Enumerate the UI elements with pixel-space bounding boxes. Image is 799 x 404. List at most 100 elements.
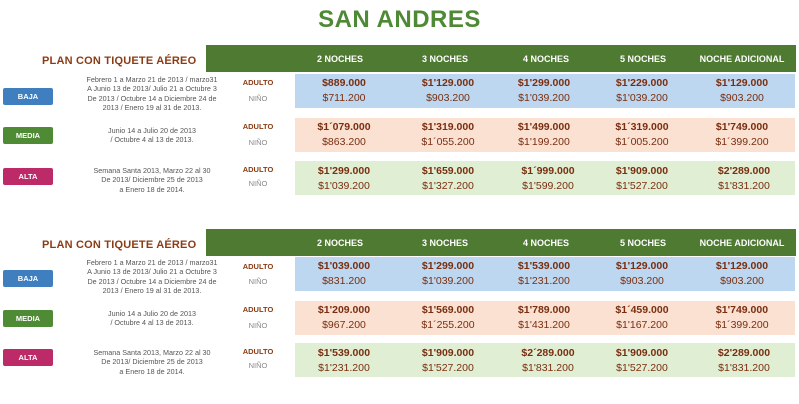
column-header-bar: 2 NOCHES 3 NOCHES 4 NOCHES 5 NOCHES NOCH… (206, 45, 796, 72)
table-row-alta: ALTA Semana Santa 2013, Marzo 22 al 30 D… (0, 343, 799, 383)
price-child-4-noches: $1'039.200 (518, 92, 570, 104)
column-header-noche-adicional: NOCHE ADICIONAL (699, 54, 785, 64)
price-child-2-noches: $1'039.200 (318, 180, 370, 192)
price-child-4-noches: $1'831.200 (522, 362, 574, 374)
season-badge-media: MEDIA (3, 310, 53, 327)
price-child-4-noches: $1'431.200 (518, 319, 570, 331)
adult-label: ADULTO (242, 165, 274, 174)
page-title: SAN ANDRES (318, 6, 481, 33)
price-child-4-noches: $1'199.200 (518, 136, 570, 148)
price-band-alta: $1'299.000 $1'659.000 $1´999.000 $1'909.… (295, 161, 795, 195)
price-adult-5-noches: $1'909.000 (615, 165, 669, 177)
season-dates: Junio 14 a Julio 20 de 2013 / Octubre 4 … (108, 309, 196, 328)
price-child-3-noches: $1´055.200 (421, 136, 475, 148)
price-child-5-noches: $903.200 (620, 275, 664, 287)
price-adult-noche-adicional: $2'289.000 (717, 347, 771, 359)
price-adult-5-noches: $1'129.000 (615, 260, 669, 272)
column-header-noche-adicional: NOCHE ADICIONAL (699, 238, 785, 248)
price-child-2-noches: $711.200 (322, 92, 366, 104)
season-dates: Febrero 1 a Marzo 21 de 2013 / marzo31 A… (86, 75, 218, 113)
child-label: NIÑO (248, 321, 268, 330)
column-header-bar: 2 NOCHES 3 NOCHES 4 NOCHES 5 NOCHES NOCH… (206, 229, 796, 256)
table-row-alta: ALTA Semana Santa 2013, Marzo 22 al 30 D… (0, 161, 799, 201)
price-band-baja: $889.000 $1'129.000 $1'299.000 $1'229.00… (295, 74, 795, 108)
column-header-3-noches: 3 NOCHES (421, 238, 468, 248)
price-adult-5-noches: $1´459.000 (615, 304, 669, 316)
price-child-noche-adicional: $1'831.200 (718, 180, 770, 192)
price-child-noche-adicional: $903.200 (720, 275, 764, 287)
price-adult-5-noches: $1´319.000 (615, 121, 669, 133)
price-child-3-noches: $903.200 (426, 92, 470, 104)
price-band-baja: $1'039.000 $1'299.000 $1'539.000 $1'129.… (295, 257, 795, 291)
price-adult-noche-adicional: $1'129.000 (715, 260, 769, 272)
column-header-3-noches: 3 NOCHES (421, 54, 468, 64)
season-dates: Junio 14 a Julio 20 de 2013 / Octubre 4 … (108, 126, 196, 145)
price-child-4-noches: $1'599.200 (522, 180, 574, 192)
price-adult-4-noches: $1'299.000 (517, 77, 571, 89)
adult-label: ADULTO (242, 78, 274, 87)
price-adult-2-noches: $1'299.000 (317, 165, 371, 177)
season-badge-alta: ALTA (3, 349, 53, 366)
price-child-3-noches: $1'327.200 (422, 180, 474, 192)
price-adult-noche-adicional: $1'129.000 (715, 77, 769, 89)
price-adult-3-noches: $1'129.000 (421, 77, 475, 89)
price-adult-3-noches: $1'659.000 (421, 165, 475, 177)
plan-label: PLAN CON TIQUETE AÉREO (42, 55, 197, 67)
column-header-5-noches: 5 NOCHES (619, 238, 666, 248)
price-adult-2-noches: $1'039.000 (317, 260, 371, 272)
season-badge-media: MEDIA (3, 127, 53, 144)
price-child-5-noches: $1'527.200 (616, 180, 668, 192)
season-dates: Febrero 1 a Marzo 21 de 2013 / marzo31 A… (86, 258, 218, 296)
price-adult-4-noches: $1'539.000 (517, 260, 571, 272)
price-band-media: $1'209.000 $1'569.000 $1'789.000 $1´459.… (295, 301, 795, 335)
price-child-5-noches: $1'527.200 (616, 362, 668, 374)
price-child-noche-adicional: $903.200 (720, 92, 764, 104)
price-child-2-noches: $863.200 (322, 136, 366, 148)
price-child-5-noches: $1'167.200 (616, 319, 668, 331)
table-row-media: MEDIA Junio 14 a Julio 20 de 2013 / Octu… (0, 118, 799, 154)
season-dates: Semana Santa 2013, Marzo 22 al 30 De 201… (93, 166, 211, 194)
price-adult-5-noches: $1'909.000 (615, 347, 669, 359)
child-label: NIÑO (248, 94, 268, 103)
price-child-noche-adicional: $1´399.200 (715, 136, 769, 148)
price-band-media: $1´079.000 $1'319.000 $1'499.000 $1´319.… (295, 118, 795, 152)
price-band-alta: $1'539.000 $1'909.000 $2´289.000 $1'909.… (295, 343, 795, 377)
price-child-noche-adicional: $1'831.200 (718, 362, 770, 374)
price-table-1: PLAN CON TIQUETE AÉREO 2 NOCHES 3 NOCHES… (0, 45, 799, 220)
price-adult-4-noches: $1'499.000 (517, 121, 571, 133)
price-child-2-noches: $967.200 (322, 319, 366, 331)
price-child-3-noches: $1'527.200 (422, 362, 474, 374)
table-row-baja: BAJA Febrero 1 a Marzo 21 de 2013 / marz… (0, 74, 799, 119)
price-child-noche-adicional: $1´399.200 (715, 319, 769, 331)
table-row-media: MEDIA Junio 14 a Julio 20 de 2013 / Octu… (0, 301, 799, 337)
price-child-2-noches: $1'231.200 (318, 362, 370, 374)
adult-label: ADULTO (242, 305, 274, 314)
table-row-baja: BAJA Febrero 1 a Marzo 21 de 2013 / marz… (0, 257, 799, 302)
price-adult-3-noches: $1'299.000 (421, 260, 475, 272)
column-header-2-noches: 2 NOCHES (316, 54, 363, 64)
price-adult-4-noches: $1´999.000 (521, 165, 575, 177)
adult-label: ADULTO (242, 262, 274, 271)
price-adult-3-noches: $1'319.000 (421, 121, 475, 133)
child-label: NIÑO (248, 277, 268, 286)
price-adult-2-noches: $889.000 (322, 77, 366, 89)
adult-label: ADULTO (242, 122, 274, 131)
price-adult-3-noches: $1'569.000 (421, 304, 475, 316)
price-child-5-noches: $1´005.200 (615, 136, 669, 148)
price-table-2: PLAN CON TIQUETE AÉREO 2 NOCHES 3 NOCHES… (0, 229, 799, 404)
price-adult-4-noches: $1'789.000 (517, 304, 571, 316)
season-badge-baja: BAJA (3, 88, 53, 105)
season-badge-baja: BAJA (3, 270, 53, 287)
column-header-5-noches: 5 NOCHES (619, 54, 666, 64)
season-badge-alta: ALTA (3, 168, 53, 185)
price-child-5-noches: $1'039.200 (616, 92, 668, 104)
price-adult-noche-adicional: $1'749.000 (715, 121, 769, 133)
child-label: NIÑO (248, 361, 268, 370)
column-header-4-noches: 4 NOCHES (522, 238, 569, 248)
price-adult-5-noches: $1'229.000 (615, 77, 669, 89)
adult-label: ADULTO (242, 347, 274, 356)
plan-label: PLAN CON TIQUETE AÉREO (42, 239, 197, 251)
price-child-3-noches: $1'039.200 (422, 275, 474, 287)
child-label: NIÑO (248, 179, 268, 188)
child-label: NIÑO (248, 138, 268, 147)
